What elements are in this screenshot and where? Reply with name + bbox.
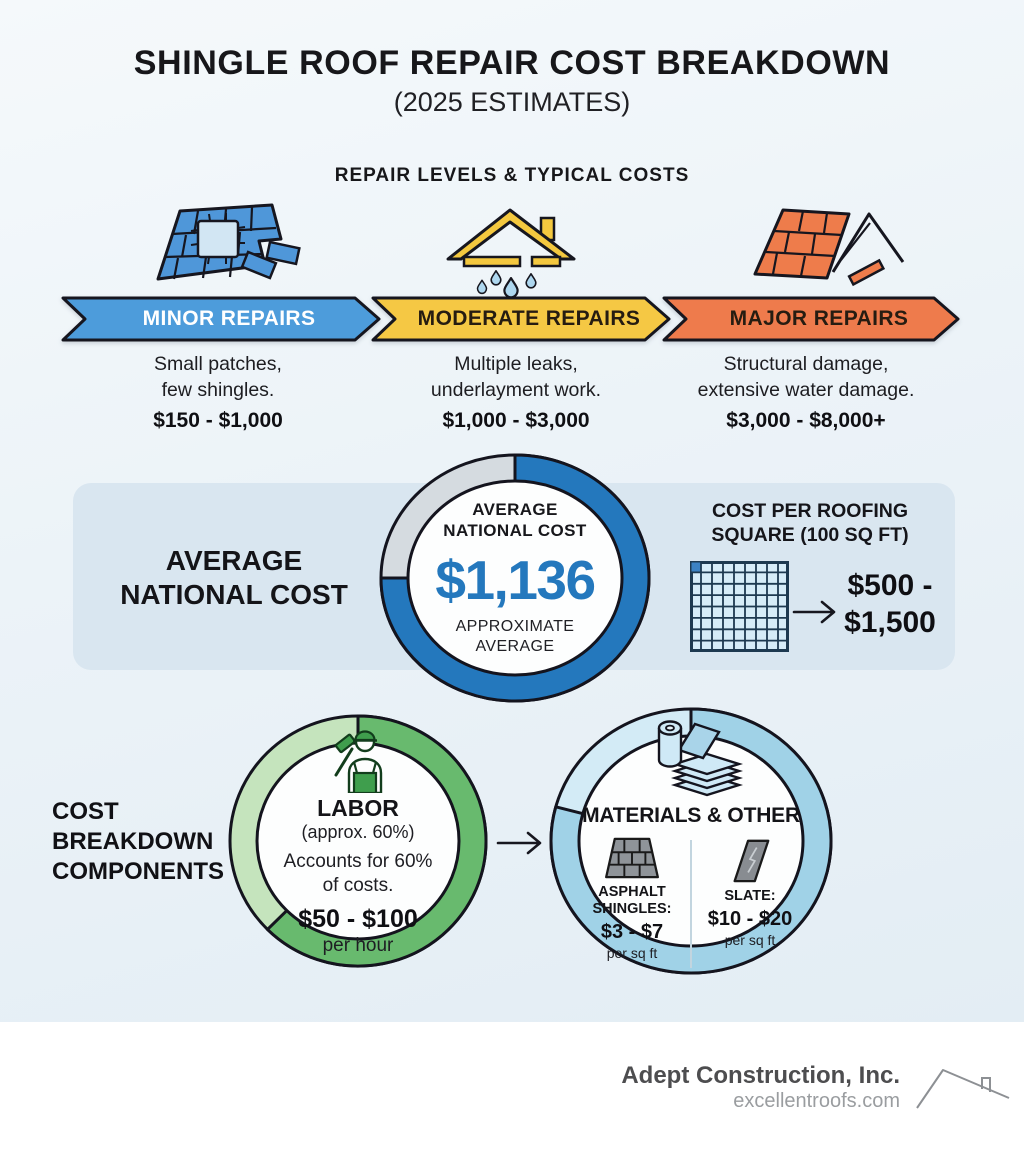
labor-desc-line: Accounts for 60%: [283, 851, 433, 872]
labor-rate: $50 - $100: [298, 905, 418, 933]
breakdown-heading-line: BREAKDOWN: [52, 828, 214, 855]
asphalt-unit: per sq ft: [606, 945, 658, 961]
asphalt-column: ASPHALT SHINGLES: $3 - $7 per sq ft: [580, 836, 684, 961]
footer-company-name: Adept Construction, Inc.: [621, 1062, 900, 1089]
labor-description: Accounts for 60% of costs.: [284, 850, 433, 898]
label-line: AVERAGE: [165, 545, 303, 576]
moderate-repairs-label: MODERATE REPAIRS: [417, 307, 641, 330]
average-cost-donut-text: AVERAGE NATIONAL COST $1,136 APPROXIMATE…: [375, 449, 655, 707]
damaged-roof-icon: [753, 208, 905, 287]
moderate-repairs-description: Multiple leaks, underlayment work. $1,00…: [366, 351, 666, 434]
breakdown-heading-line: COST: [52, 798, 119, 825]
labor-desc-line: of costs.: [322, 875, 394, 896]
labor-approx: (approx. 60%): [301, 822, 415, 842]
donut-title: AVERAGE NATIONAL COST: [443, 499, 586, 541]
donut-subtitle: APPROXIMATE AVERAGE: [456, 617, 575, 657]
minor-repairs-description: Small patches, few shingles. $150 - $1,0…: [62, 351, 374, 434]
desc-line: Multiple leaks,: [454, 353, 578, 375]
moderate-repairs-banner: [371, 296, 671, 342]
desc-line: Small patches,: [154, 353, 282, 375]
donut-title-line: AVERAGE: [472, 500, 558, 519]
label-line: NATIONAL COST: [120, 579, 348, 610]
labor-donut-chart: [228, 714, 488, 968]
slate-name: SLATE:: [724, 888, 776, 904]
asphalt-shingles-icon: [605, 837, 659, 879]
asphalt-name: ASPHALT SHINGLES:: [593, 884, 672, 918]
slate-price: $10 - $20: [707, 908, 793, 930]
patched-shingle-roof-icon: [156, 203, 301, 281]
major-repairs-banner: [662, 296, 960, 342]
minor-repairs-banner: [61, 296, 381, 342]
average-cost-donut-chart: [379, 453, 651, 703]
asphalt-name-line: SHINGLES:: [592, 901, 672, 917]
slate-tile-icon: [733, 839, 770, 883]
moderate-repairs-cost: $1,000 - $3,000: [442, 409, 590, 432]
page-title: SHINGLE ROOF REPAIR COST BREAKDOWN: [133, 44, 891, 82]
breakdown-heading: COST BREAKDOWN COMPONENTS: [52, 797, 224, 887]
average-cost-side-label: AVERAGE NATIONAL COST: [92, 544, 376, 612]
materials-donut: MATERIALS & OTHER ASPHALT SHINGLES: $3 -…: [547, 705, 835, 977]
slate-column: SLATE: $10 - $20 per sq ft: [698, 836, 802, 948]
major-repairs-cost: $3,000 - $8,000+: [726, 409, 886, 432]
donut-subtitle-line: AVERAGE: [475, 638, 555, 655]
roofer-worker-icon: [334, 730, 383, 793]
labor-donut: LABOR (approx. 60%) Accounts for 60% of …: [226, 712, 490, 970]
desc-line: Structural damage,: [723, 353, 889, 375]
average-cost-donut: AVERAGE NATIONAL COST $1,136 APPROXIMATE…: [375, 449, 655, 707]
minor-repairs-label: MINOR REPAIRS: [142, 307, 316, 330]
per-square-heading-line: COST PER ROOFING: [711, 500, 909, 522]
asphalt-name-line: ASPHALT: [598, 884, 666, 900]
repair-levels-heading: REPAIR LEVELS & TYPICAL COSTS: [334, 165, 690, 186]
major-repairs-label: MAJOR REPAIRS: [729, 307, 909, 330]
average-cost-value: $1,136: [435, 549, 596, 611]
per-square-range: $500 - $1,500: [828, 567, 952, 641]
roofline-logo-icon: [916, 1069, 1010, 1109]
materials-divider: [690, 840, 692, 968]
roofing-square-grid-icon: [690, 561, 789, 652]
desc-line: few shingles.: [161, 379, 275, 401]
per-square-heading-line: SQUARE (100 SQ FT): [711, 524, 909, 546]
labor-rate-unit: per hour: [322, 935, 394, 956]
breakdown-heading-line: COMPONENTS: [52, 858, 225, 885]
asphalt-price: $3 - $7: [600, 921, 664, 943]
desc-line: extensive water damage.: [697, 379, 915, 401]
minor-repairs-cost: $150 - $1,000: [153, 409, 283, 432]
per-square-heading: COST PER ROOFING SQUARE (100 SQ FT): [678, 499, 942, 547]
arrow-right-icon: [792, 600, 836, 624]
desc-line: underlayment work.: [430, 379, 602, 401]
per-square-range-line: $1,500: [844, 606, 936, 639]
roofing-materials-icon: [657, 720, 743, 797]
materials-donut-text: MATERIALS & OTHER ASPHALT SHINGLES: $3 -…: [547, 705, 835, 977]
per-square-range-line: $500 -: [847, 569, 933, 602]
labor-donut-text: LABOR (approx. 60%) Accounts for 60% of …: [226, 712, 490, 970]
page-subtitle: (2025 ESTIMATES): [393, 87, 631, 117]
slate-unit: per sq ft: [724, 932, 776, 948]
materials-title: MATERIALS & OTHER: [582, 804, 800, 827]
materials-columns: ASPHALT SHINGLES: $3 - $7 per sq ft SLAT…: [580, 836, 802, 968]
donut-subtitle-line: APPROXIMATE: [455, 618, 575, 635]
footer-website: excellentroofs.com: [733, 1090, 900, 1112]
labor-title: LABOR: [317, 795, 399, 821]
arrow-right-icon: [496, 831, 542, 855]
donut-title-line: NATIONAL COST: [443, 521, 587, 540]
leaking-roof-icon: [446, 208, 576, 297]
major-repairs-description: Structural damage, extensive water damag…: [650, 351, 962, 434]
